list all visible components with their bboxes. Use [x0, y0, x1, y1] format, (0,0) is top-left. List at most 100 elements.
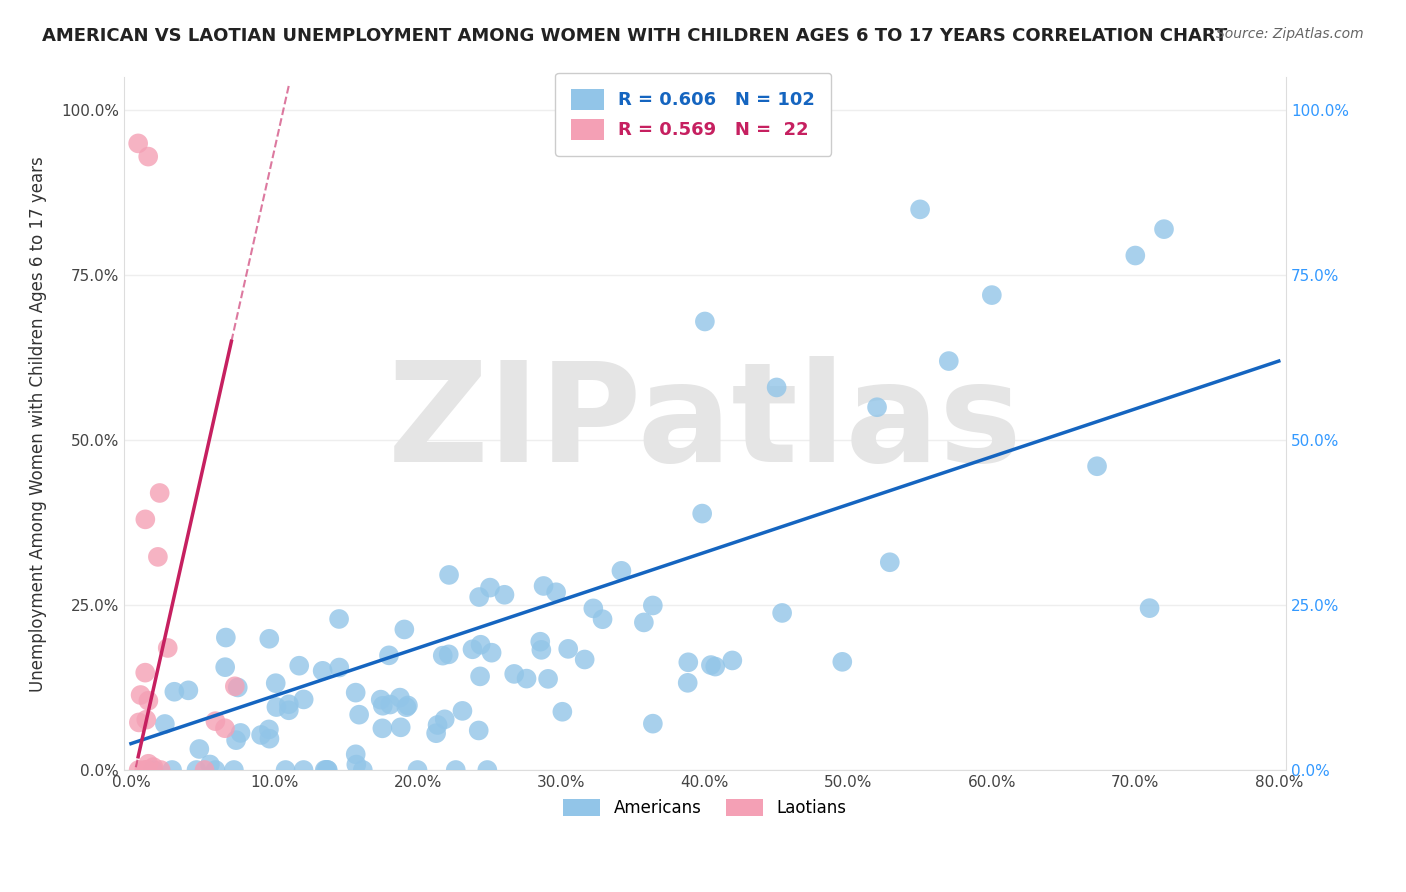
Point: [222, 763, 245, 777]
Point: [292, 763, 315, 777]
Point: [470, 638, 492, 652]
Point: [425, 726, 447, 740]
Text: ZIPatlas: ZIPatlas: [388, 356, 1022, 491]
Point: [467, 723, 489, 738]
Point: [676, 675, 699, 690]
Point: [134, 512, 156, 526]
Point: [432, 648, 454, 663]
Point: [204, 763, 226, 777]
Point: [557, 641, 579, 656]
Point: [229, 726, 252, 740]
Point: [129, 688, 152, 702]
Point: [451, 704, 474, 718]
Point: [641, 599, 664, 613]
Point: [257, 723, 280, 737]
Point: [394, 623, 416, 637]
Point: [370, 692, 392, 706]
Point: [678, 655, 700, 669]
Point: [395, 700, 418, 714]
Point: [437, 568, 460, 582]
Point: [153, 717, 176, 731]
Point: [224, 679, 246, 693]
Point: [142, 760, 165, 774]
Point: [610, 564, 633, 578]
Point: [765, 380, 787, 394]
Point: [292, 692, 315, 706]
Point: [311, 664, 333, 678]
Point: [128, 715, 150, 730]
Point: [546, 585, 568, 599]
Point: [980, 288, 1002, 302]
Point: [259, 731, 281, 746]
Point: [344, 685, 367, 699]
Point: [371, 698, 394, 713]
Point: [721, 653, 744, 667]
Legend: Americans, Laotians: Americans, Laotians: [557, 792, 853, 824]
Point: [214, 721, 236, 735]
Point: [700, 658, 723, 673]
Point: [277, 698, 299, 712]
Point: [136, 150, 159, 164]
Text: AMERICAN VS LAOTIAN UNEMPLOYMENT AMONG WOMEN WITH CHILDREN AGES 6 TO 17 YEARS CO: AMERICAN VS LAOTIAN UNEMPLOYMENT AMONG W…: [42, 27, 1227, 45]
Point: [704, 659, 727, 673]
Point: [215, 631, 238, 645]
Point: [426, 718, 449, 732]
Point: [444, 763, 467, 777]
Point: [1153, 222, 1175, 236]
Point: [396, 698, 419, 713]
Point: [938, 354, 960, 368]
Point: [481, 646, 503, 660]
Point: [503, 667, 526, 681]
Point: [690, 507, 713, 521]
Point: [214, 660, 236, 674]
Point: [641, 716, 664, 731]
Point: [328, 612, 350, 626]
Point: [194, 763, 217, 777]
Point: [163, 684, 186, 698]
Point: [574, 652, 596, 666]
Point: [316, 763, 339, 777]
Point: [274, 763, 297, 777]
Point: [316, 763, 339, 777]
Point: [693, 314, 716, 328]
Point: [188, 742, 211, 756]
Point: [633, 615, 655, 630]
Point: [530, 643, 553, 657]
Point: [146, 549, 169, 564]
Point: [908, 202, 931, 217]
Point: [344, 747, 367, 762]
Point: [177, 683, 200, 698]
Point: [149, 763, 172, 777]
Point: [204, 714, 226, 728]
Point: [831, 655, 853, 669]
Point: [378, 698, 401, 712]
Point: [149, 486, 172, 500]
Point: [277, 703, 299, 717]
Y-axis label: Unemployment Among Women with Children Ages 6 to 17 years: Unemployment Among Women with Children A…: [30, 156, 46, 691]
Point: [516, 672, 538, 686]
Point: [477, 763, 499, 777]
Point: [468, 669, 491, 683]
Point: [437, 648, 460, 662]
Point: [134, 763, 156, 777]
Point: [135, 763, 157, 777]
Point: [226, 681, 249, 695]
Point: [866, 401, 889, 415]
Point: [160, 763, 183, 777]
Point: [142, 763, 165, 777]
Point: [259, 632, 281, 646]
Point: [529, 634, 551, 648]
Point: [770, 606, 793, 620]
Point: [406, 763, 429, 777]
Point: [288, 658, 311, 673]
Point: [494, 588, 516, 602]
Point: [533, 579, 555, 593]
Point: [433, 712, 456, 726]
Point: [388, 690, 411, 705]
Point: [378, 648, 401, 663]
Point: [328, 660, 350, 674]
Point: [468, 590, 491, 604]
Point: [1123, 248, 1146, 262]
Point: [135, 713, 157, 727]
Point: [186, 763, 208, 777]
